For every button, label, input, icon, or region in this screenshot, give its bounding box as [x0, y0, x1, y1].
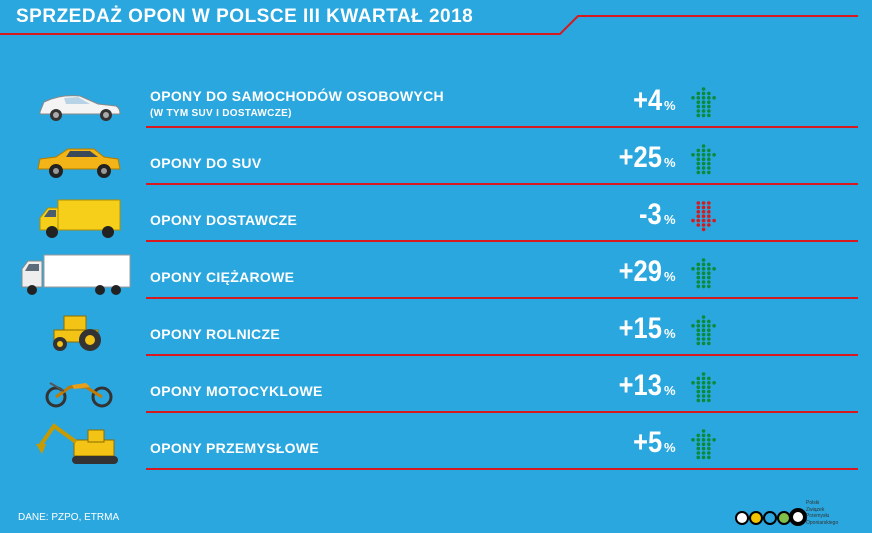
category-label: OPONY CIĘŻAROWE [150, 269, 295, 285]
tyre-category-row: OPONY ROLNICZE +15% [0, 304, 872, 356]
logo-text: Polski Związek Przemysłu Oponiarskiego [806, 500, 839, 526]
category-label: OPONY DOSTAWCZE [150, 212, 298, 228]
row-divider [146, 183, 858, 185]
category-label: OPONY PRZEMYSŁOWE [150, 440, 319, 456]
passenger-car-icon [20, 80, 132, 128]
suv-icon [20, 137, 132, 185]
tyre-category-row: OPONY PRZEMYSŁOWE +5% [0, 418, 872, 470]
page-title: SPRZEDAŻ OPON W POLSCE III KWARTAŁ 2018 [16, 6, 474, 27]
arrow-up-icon [690, 143, 716, 175]
arrow-up-icon [690, 428, 716, 460]
percent-unit: % [664, 269, 676, 284]
motorcycle-icon [20, 365, 132, 413]
percent-unit: % [664, 383, 676, 398]
row-divider [146, 297, 858, 299]
excavator-icon [20, 422, 132, 470]
percent-unit: % [664, 440, 676, 455]
arrow-up-icon [690, 371, 716, 403]
category-label: OPONY MOTOCYKLOWE [150, 383, 323, 399]
category-sublabel: (W TYM SUV I DOSTAWCZE) [150, 108, 292, 119]
row-divider [146, 468, 858, 470]
tyre-category-row: OPONY DO SAMOCHODÓW OSOBOWYCH (W TYM SUV … [0, 76, 872, 128]
tractor-icon [20, 308, 132, 356]
change-value: +13 [618, 369, 662, 402]
tyre-category-row: OPONY DOSTAWCZE -3% [0, 190, 872, 242]
category-label: OPONY DO SUV [150, 155, 262, 171]
percent-unit: % [664, 212, 676, 227]
truck-icon [20, 251, 132, 299]
row-divider [146, 240, 858, 242]
change-value: +15 [618, 312, 662, 345]
percent-unit: % [664, 326, 676, 341]
percent-unit: % [664, 155, 676, 170]
change-value: +5 [632, 426, 662, 459]
percent-unit: % [664, 98, 676, 113]
row-divider [146, 354, 858, 356]
header-underline [0, 15, 858, 35]
arrow-up-icon [690, 86, 716, 118]
pzpo-logo [734, 500, 864, 528]
row-divider [146, 126, 858, 128]
change-value: -3 [639, 198, 662, 231]
tyre-category-row: OPONY DO SUV +25% [0, 133, 872, 185]
source-note: DANE: PZPO, ETRMA [18, 512, 120, 523]
arrow-up-icon [690, 257, 716, 289]
change-value: +4 [632, 84, 662, 117]
arrow-up-icon [690, 314, 716, 346]
header-bar [0, 0, 872, 40]
tyre-category-row: OPONY MOTOCYKLOWE +13% [0, 361, 872, 413]
category-label: OPONY ROLNICZE [150, 326, 280, 342]
tyre-category-row: OPONY CIĘŻAROWE +29% [0, 247, 872, 299]
row-divider [146, 411, 858, 413]
change-value: +25 [618, 141, 662, 174]
arrow-down-icon [690, 200, 716, 232]
delivery-van-icon [20, 194, 132, 242]
change-value: +29 [618, 255, 662, 288]
category-label: OPONY DO SAMOCHODÓW OSOBOWYCH [150, 88, 444, 104]
